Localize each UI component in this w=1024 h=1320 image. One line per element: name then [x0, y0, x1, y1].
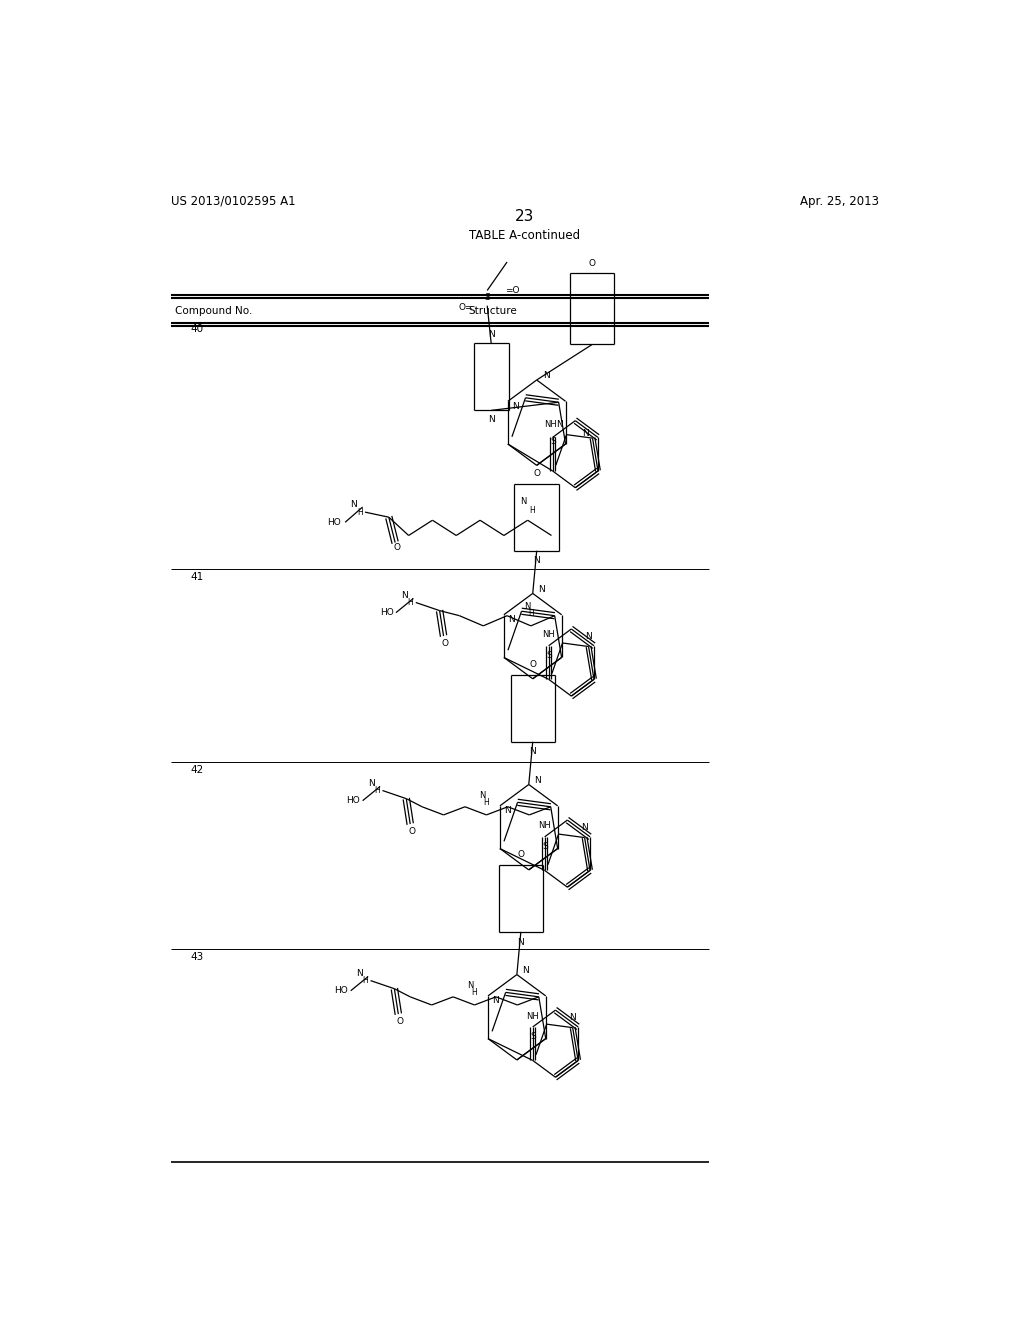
Text: N: N: [539, 585, 545, 594]
Text: N: N: [504, 807, 511, 816]
Text: H: H: [529, 506, 535, 515]
Text: Structure: Structure: [469, 306, 517, 315]
Text: Apr. 25, 2013: Apr. 25, 2013: [800, 194, 879, 207]
Text: O: O: [409, 826, 416, 836]
Text: N: N: [401, 591, 408, 599]
Text: O: O: [441, 639, 449, 648]
Text: S: S: [547, 651, 552, 660]
Text: O: O: [517, 850, 524, 859]
Text: 23: 23: [515, 209, 535, 224]
Text: O: O: [534, 469, 541, 478]
Text: H: H: [472, 989, 477, 998]
Text: O: O: [393, 544, 400, 552]
Text: H: H: [362, 975, 369, 985]
Text: N: N: [582, 429, 589, 437]
Text: H: H: [356, 508, 362, 516]
Text: N: N: [582, 822, 588, 832]
Text: O=: O=: [459, 304, 473, 313]
Text: N: N: [529, 747, 537, 756]
Text: N: N: [534, 557, 540, 565]
Text: N: N: [522, 966, 529, 975]
Text: N: N: [517, 937, 524, 946]
Text: N: N: [585, 632, 592, 640]
Text: =O: =O: [505, 286, 519, 294]
Text: TABLE A-continued: TABLE A-continued: [469, 230, 581, 242]
Text: HO: HO: [346, 796, 360, 805]
Text: HO: HO: [328, 517, 341, 527]
Text: S: S: [530, 1032, 537, 1041]
Text: N: N: [523, 602, 530, 611]
Text: N: N: [467, 981, 474, 990]
Text: US 2013/0102595 A1: US 2013/0102595 A1: [171, 194, 296, 207]
Text: N: N: [569, 1012, 577, 1022]
Text: H: H: [408, 598, 414, 607]
Text: NH: NH: [526, 1011, 539, 1020]
Text: NH: NH: [544, 420, 557, 429]
Text: N: N: [350, 500, 357, 510]
Text: 43: 43: [190, 952, 204, 962]
Text: N: N: [356, 969, 362, 978]
Text: Compound No.: Compound No.: [175, 306, 252, 315]
Text: S: S: [543, 842, 548, 851]
Text: H: H: [528, 609, 534, 618]
Text: N: N: [508, 615, 515, 624]
Text: O: O: [529, 660, 537, 669]
Text: N: N: [543, 371, 550, 380]
Text: NH: NH: [538, 821, 551, 830]
Text: H: H: [483, 799, 489, 808]
Text: N: N: [556, 420, 562, 429]
Text: NH: NH: [542, 631, 555, 639]
Text: O: O: [396, 1016, 403, 1026]
Text: N: N: [492, 997, 499, 1006]
Text: O: O: [589, 259, 596, 268]
Text: 40: 40: [190, 325, 204, 334]
Text: H: H: [375, 785, 380, 795]
Text: 41: 41: [190, 572, 204, 582]
Text: N: N: [535, 776, 541, 785]
Text: N: N: [520, 498, 527, 507]
Text: HO: HO: [335, 986, 348, 995]
Text: N: N: [479, 791, 485, 800]
Text: S: S: [550, 437, 556, 446]
Text: HO: HO: [380, 609, 393, 618]
Text: N: N: [512, 401, 518, 411]
Text: N: N: [368, 779, 375, 788]
Text: S: S: [484, 293, 490, 302]
Text: N: N: [487, 414, 495, 424]
Text: 42: 42: [190, 766, 204, 775]
Text: N: N: [487, 330, 495, 339]
